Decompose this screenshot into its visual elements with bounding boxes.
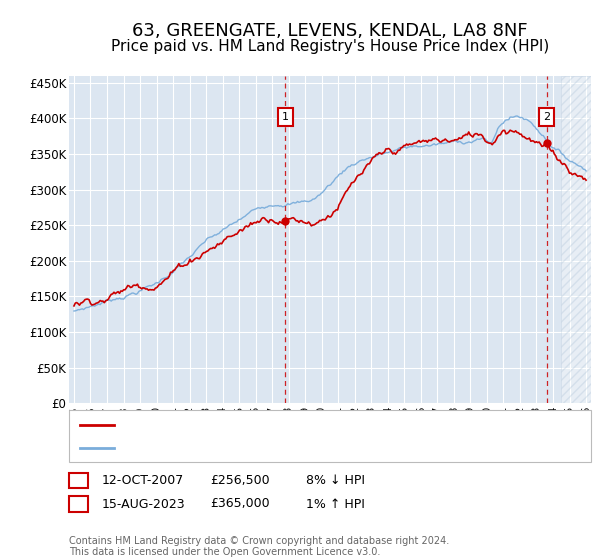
Text: 1: 1 xyxy=(74,474,83,487)
Text: 1: 1 xyxy=(282,112,289,122)
Text: Contains HM Land Registry data © Crown copyright and database right 2024.
This d: Contains HM Land Registry data © Crown c… xyxy=(69,535,449,557)
Text: 8% ↓ HPI: 8% ↓ HPI xyxy=(306,474,365,487)
Text: 1% ↑ HPI: 1% ↑ HPI xyxy=(306,497,365,511)
Text: 2: 2 xyxy=(74,497,83,511)
Text: 15-AUG-2023: 15-AUG-2023 xyxy=(101,497,185,511)
Text: HPI: Average price, detached house, Westmorland and Furness: HPI: Average price, detached house, West… xyxy=(121,443,472,453)
Text: £256,500: £256,500 xyxy=(210,474,269,487)
Text: 2: 2 xyxy=(543,112,550,122)
Text: Price paid vs. HM Land Registry's House Price Index (HPI): Price paid vs. HM Land Registry's House … xyxy=(111,39,549,54)
Text: 63, GREENGATE, LEVENS, KENDAL, LA8 8NF: 63, GREENGATE, LEVENS, KENDAL, LA8 8NF xyxy=(132,22,528,40)
Bar xyxy=(561,76,600,403)
Text: 63, GREENGATE, LEVENS, KENDAL, LA8 8NF (detached house): 63, GREENGATE, LEVENS, KENDAL, LA8 8NF (… xyxy=(121,419,468,430)
Text: 12-OCT-2007: 12-OCT-2007 xyxy=(101,474,184,487)
Text: £365,000: £365,000 xyxy=(210,497,269,511)
